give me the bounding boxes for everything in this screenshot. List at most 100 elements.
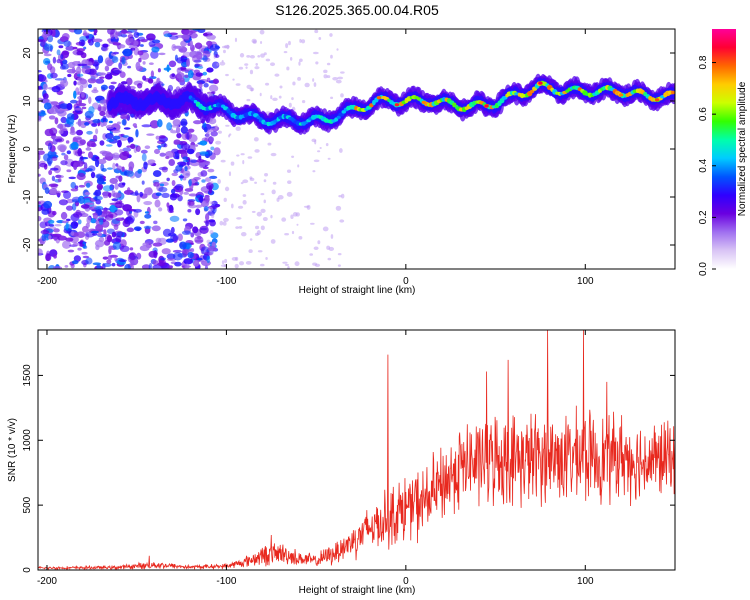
heatmap-cell <box>109 177 119 184</box>
heatmap-cell <box>251 38 257 44</box>
heatmap-cell <box>242 179 249 184</box>
heatmap-cell <box>226 44 230 50</box>
heatmap-cell <box>264 82 270 86</box>
heatmap-cell <box>70 263 75 269</box>
heatmap-cell <box>288 40 291 46</box>
heatmap-cell <box>192 120 203 125</box>
heatmap-cell <box>69 130 77 136</box>
spectrogram-x-tick-label: 100 <box>577 276 594 287</box>
heatmap-cell <box>133 226 142 231</box>
heatmap-cell <box>205 131 210 138</box>
heatmap-cell <box>137 82 143 89</box>
heatmap-cell <box>286 191 293 197</box>
heatmap-cell <box>190 97 196 102</box>
heatmap-cell <box>270 214 273 219</box>
heatmap-cell <box>159 152 166 157</box>
heatmap-cell <box>171 73 175 77</box>
heatmap-cell <box>49 167 59 171</box>
heatmap-cell <box>154 199 161 208</box>
heatmap-cell <box>213 147 221 156</box>
heatmap-cell <box>87 61 93 66</box>
heatmap-cell <box>259 263 265 267</box>
heatmap-cell <box>182 169 191 179</box>
heatmap-cell <box>330 96 334 100</box>
heatmap-cell <box>210 130 218 137</box>
heatmap-cell <box>195 204 203 209</box>
heatmap-cell <box>250 87 253 92</box>
heatmap-cell <box>239 53 245 58</box>
heatmap-cell <box>76 172 86 181</box>
heatmap-cell <box>249 176 253 180</box>
heatmap-cell <box>224 186 230 192</box>
heatmap-cell <box>206 40 213 47</box>
heatmap-cell <box>221 59 224 63</box>
heatmap-cell <box>283 51 288 54</box>
snr-x-tick-label: -100 <box>216 576 236 587</box>
heatmap-cell <box>297 164 300 168</box>
heatmap-cell <box>120 29 128 34</box>
heatmap-cell <box>87 84 92 89</box>
heatmap-cell <box>230 161 235 166</box>
heatmap-cell <box>68 176 77 180</box>
heatmap-cell <box>48 115 56 120</box>
heatmap-cell <box>66 150 72 155</box>
heatmap-cell <box>54 117 59 125</box>
heatmap-cell <box>112 51 120 55</box>
heatmap-cell <box>187 208 192 213</box>
heatmap-cell <box>182 250 188 258</box>
heatmap-cell <box>203 126 208 133</box>
heatmap-cell <box>240 153 245 156</box>
heatmap-cell <box>71 203 77 211</box>
heatmap-cell <box>58 199 68 206</box>
heatmap-cell <box>254 149 260 153</box>
heatmap-cell <box>66 169 72 173</box>
heatmap-cell <box>84 192 91 196</box>
heatmap-cell <box>263 52 267 56</box>
colorbar-tick-label: 0.2 <box>698 210 709 224</box>
heatmap-cell <box>166 253 176 260</box>
heatmap-cell <box>78 184 86 188</box>
heatmap-cell <box>106 167 113 170</box>
heatmap-cell <box>43 57 51 66</box>
heatmap-cell <box>108 245 114 250</box>
heatmap-cell <box>336 48 339 51</box>
spectrogram-y-ticks: -20 -10 0 10 20 <box>22 47 675 252</box>
spectrogram-y-tick-label: -10 <box>22 189 33 204</box>
heatmap-cell <box>102 121 107 127</box>
heatmap-cell <box>248 249 253 253</box>
heatmap-cell <box>153 220 158 225</box>
heatmap-cell <box>196 80 206 85</box>
heatmap-cell <box>232 78 235 81</box>
heatmap-cell <box>199 140 208 146</box>
heatmap-cell <box>209 250 214 256</box>
heatmap-cell <box>109 153 116 157</box>
heatmap-cell <box>166 177 170 182</box>
heatmap-cell <box>301 100 306 104</box>
heatmap-cell <box>147 187 152 194</box>
heatmap-cell <box>133 31 140 38</box>
heatmap-cell <box>127 34 134 39</box>
heatmap-cell <box>65 140 70 144</box>
heatmap-cell <box>102 43 109 48</box>
heatmap-cell <box>80 92 85 98</box>
heatmap-cell <box>286 169 292 173</box>
heatmap-cell <box>311 138 317 143</box>
heatmap-cell <box>159 257 167 261</box>
heatmap-cell <box>183 258 193 265</box>
heatmap-cell <box>330 234 334 239</box>
heatmap-cell <box>76 50 84 56</box>
heatmap-cell <box>206 67 214 73</box>
heatmap-cell <box>202 55 208 62</box>
heatmap-cell <box>216 62 219 66</box>
heatmap-cell <box>209 229 214 235</box>
heatmap-cell <box>130 143 136 149</box>
heatmap-cell <box>100 84 108 91</box>
heatmap-cell <box>126 77 133 86</box>
heatmap-cell <box>61 127 68 132</box>
heatmap-cell <box>201 179 206 183</box>
heatmap-cell <box>87 165 96 172</box>
heatmap-cell <box>135 129 139 138</box>
heatmap-cell <box>155 135 160 140</box>
heatmap-cell <box>56 59 62 64</box>
heatmap-cell <box>51 85 61 93</box>
